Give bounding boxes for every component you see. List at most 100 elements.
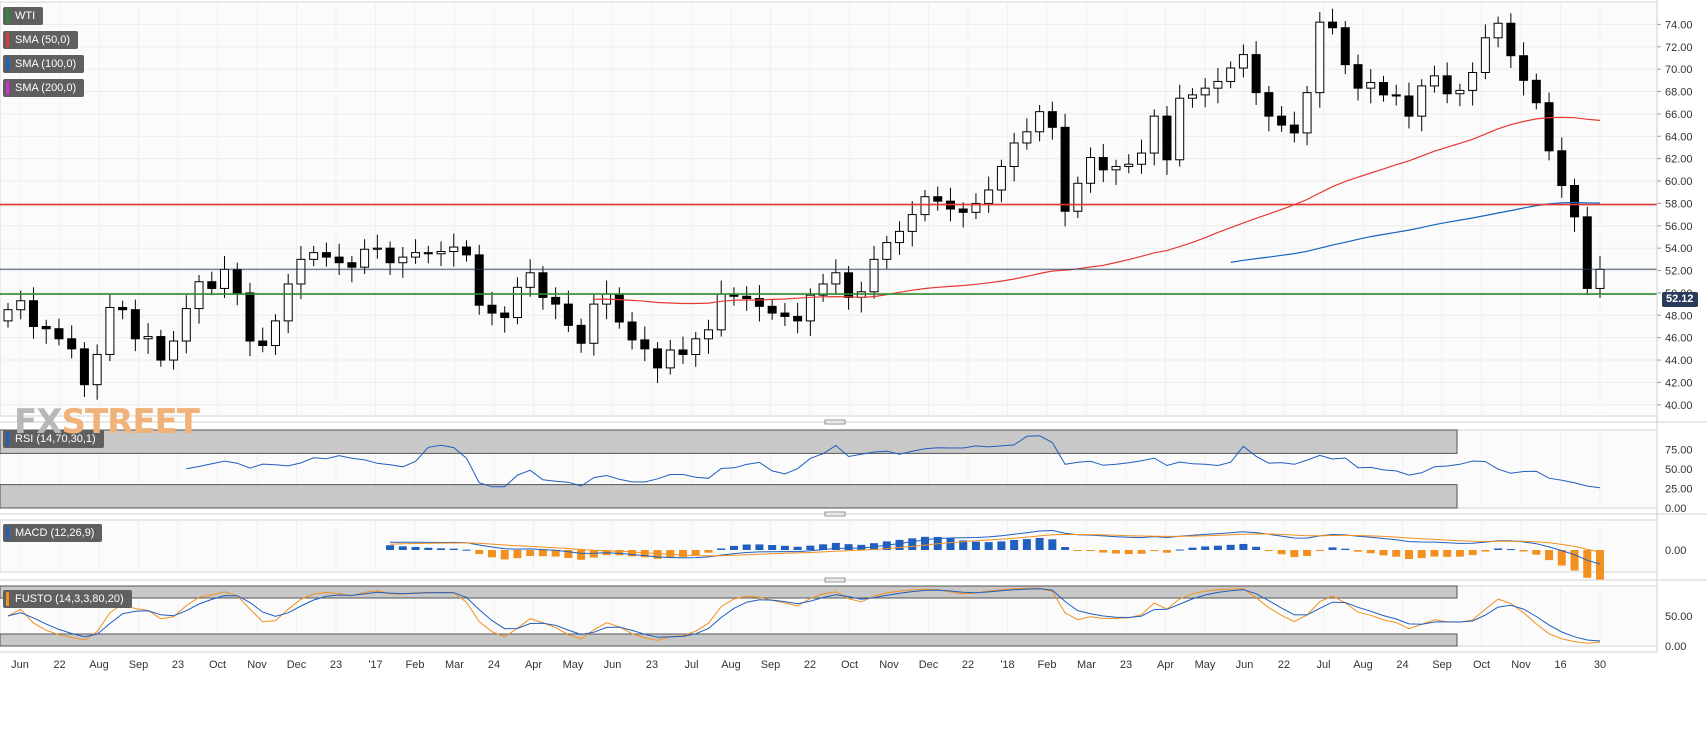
macd-histogram-bar <box>831 542 840 550</box>
macd-histogram-bar <box>424 547 433 550</box>
candle-body <box>1480 37 1490 73</box>
fxstreet-watermark: FXSTREET <box>14 402 200 442</box>
candle-body <box>143 336 153 340</box>
candle-body <box>334 256 344 264</box>
legend-sma200-label: SMA (200,0) <box>15 82 77 94</box>
legend-fusto[interactable]: FUSTO (14,3,3,80,20) <box>3 590 132 608</box>
last-price-tag: 52.12 <box>1662 292 1698 307</box>
candle-body <box>1442 75 1452 95</box>
x-tick-label: Jun <box>11 659 29 671</box>
macd-histogram-bar <box>844 544 853 550</box>
legend-sma100[interactable]: SMA (100,0) <box>3 55 85 73</box>
candle-body <box>1302 92 1312 134</box>
candle-body <box>449 246 459 253</box>
candle-body <box>309 252 319 260</box>
y-tick-label: 60.00 <box>1665 176 1693 188</box>
macd-histogram-bar <box>577 550 586 560</box>
macd-histogram-bar <box>857 544 866 550</box>
candle-body <box>411 252 421 258</box>
x-tick-label: May <box>563 659 584 671</box>
candle-body <box>1468 71 1478 91</box>
y-tick-label: 66.00 <box>1665 109 1693 121</box>
rsi-oversold-band <box>0 484 1458 509</box>
macd-histogram-bar <box>920 536 929 550</box>
macd-histogram-bar <box>411 546 420 550</box>
macd-histogram-bar <box>564 550 573 559</box>
macd-histogram-bar <box>1150 550 1159 552</box>
separator-rsi-macd-grip <box>824 511 846 517</box>
macd-histogram-bar <box>1315 550 1324 551</box>
x-tick-label: 22 <box>962 659 974 671</box>
macd-histogram-bar <box>437 548 446 550</box>
candle-body <box>67 338 77 350</box>
candle-body <box>1582 216 1592 289</box>
legend-wti[interactable]: WTI <box>3 7 44 25</box>
candle-body <box>16 300 26 311</box>
candle-body <box>1060 126 1070 212</box>
macd-histogram-bar <box>1443 550 1452 557</box>
x-tick-label: Nov <box>1511 659 1531 671</box>
candle-body <box>41 325 51 330</box>
macd-histogram-bar <box>1506 549 1515 551</box>
legend-sma200-swatch <box>6 81 9 95</box>
y-tick-label: 56.00 <box>1665 221 1693 233</box>
x-tick-label: Jul <box>1316 659 1330 671</box>
legend-macd[interactable]: MACD (12,26,9) <box>3 524 103 542</box>
legend-rsi[interactable]: RSI (14,70,30,1) <box>3 430 104 448</box>
candle-body <box>283 283 293 322</box>
macd-histogram-bar <box>793 546 802 550</box>
y-tick-label: 68.00 <box>1665 87 1693 99</box>
x-tick-label: Dec <box>287 659 307 671</box>
rsi-y-tick-label: 50.00 <box>1665 464 1693 476</box>
candle-body <box>1124 163 1134 167</box>
macd-histogram-bar <box>882 541 891 550</box>
x-tick-label: 23 <box>1120 659 1132 671</box>
candle-body <box>1557 150 1567 187</box>
candle-body <box>1493 22 1503 39</box>
candle-body <box>653 348 663 369</box>
candle-body <box>1570 185 1580 218</box>
candle-body <box>1162 115 1172 161</box>
x-tick-label: 23 <box>330 659 342 671</box>
macd-histogram-bar <box>1035 537 1044 550</box>
macd-histogram-bar <box>1545 550 1554 561</box>
macd-histogram-bar <box>551 550 560 557</box>
candle-body <box>780 312 790 317</box>
candle-body <box>614 293 624 323</box>
legend-sma50[interactable]: SMA (50,0) <box>3 31 79 49</box>
macd-histogram-bar <box>1430 550 1439 557</box>
legend-wti-label: WTI <box>15 10 36 22</box>
legend-sma200[interactable]: SMA (200,0) <box>3 79 85 97</box>
candle-body <box>1187 94 1197 99</box>
macd-histogram-bar <box>1061 547 1070 550</box>
candle-body <box>1073 182 1083 212</box>
macd-histogram-bar <box>1188 547 1197 550</box>
macd-histogram-bar <box>819 544 828 550</box>
candle-body <box>54 328 64 340</box>
x-tick-label: Sep <box>129 659 149 671</box>
candle-body <box>1417 85 1427 117</box>
candle-body <box>360 248 370 268</box>
candle-body <box>1366 82 1376 89</box>
x-tick-label: Nov <box>879 659 899 671</box>
macd-histogram-bar <box>717 548 726 550</box>
candle-body <box>869 258 879 293</box>
x-tick-label: Oct <box>1473 659 1490 671</box>
candle-body <box>3 309 13 322</box>
candle-body <box>1226 67 1236 82</box>
candle-body <box>28 300 38 327</box>
candle-body <box>245 292 255 342</box>
x-tick-label: '18 <box>1000 659 1014 671</box>
candle-body <box>92 353 102 386</box>
macd-histogram-bar <box>1366 550 1375 554</box>
candle-body <box>627 321 637 341</box>
candle-body <box>1544 102 1554 152</box>
macd-histogram-bar <box>1124 550 1133 555</box>
fusto-lower-band <box>0 633 1458 647</box>
macd-histogram-bar <box>1468 550 1477 556</box>
candle-body <box>703 329 713 340</box>
candle-body <box>691 338 701 355</box>
x-tick-label: 24 <box>1396 659 1408 671</box>
candle-body <box>1264 92 1274 117</box>
x-tick-label: 22 <box>53 659 65 671</box>
